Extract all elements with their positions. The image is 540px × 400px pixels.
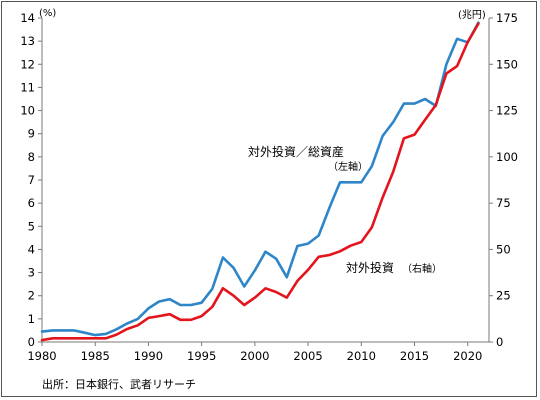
left-tick-label: 5 [28, 219, 35, 233]
left-tick-label: 14 [20, 11, 35, 25]
left-axis-unit: (%) [39, 8, 56, 19]
series-label-red: 対外投資 [346, 260, 394, 275]
x-tick-label: 2005 [293, 349, 322, 363]
left-tick-label: 9 [28, 127, 35, 141]
left-tick-label: 6 [28, 196, 35, 210]
right-tick-label: 100 [496, 150, 518, 164]
left-tick-label: 2 [28, 289, 35, 303]
right-tick-label: 150 [496, 57, 518, 71]
right-tick-label: 175 [496, 11, 518, 25]
tick-labels: 0123456789101112131402550751001251501751… [20, 11, 518, 363]
left-tick-label: 1 [28, 312, 35, 326]
left-tick-label: 10 [20, 104, 35, 118]
left-tick-label: 13 [20, 34, 35, 48]
right-tick-label: 25 [496, 289, 511, 303]
source-note: 出所：日本銀行、武者リサーチ [42, 377, 196, 391]
x-tick-label: 1995 [187, 349, 216, 363]
x-tick-label: 2010 [347, 349, 376, 363]
right-tick-label: 125 [496, 104, 518, 118]
left-tick-label: 4 [28, 242, 35, 256]
series-lines [40, 21, 480, 342]
left-tick-label: 8 [28, 150, 35, 164]
right-tick-label: 50 [496, 242, 511, 256]
series-line-overseas-investment [40, 22, 480, 342]
left-tick-label: 3 [28, 266, 35, 280]
x-tick-label: 1990 [134, 349, 163, 363]
right-axis-unit: (兆円) [458, 9, 486, 21]
left-tick-label: 12 [20, 57, 35, 71]
series-label-blue: 対外投資／総資産 [248, 144, 344, 159]
x-tick-label: 1980 [27, 349, 56, 363]
x-tick-label: 2015 [400, 349, 429, 363]
left-tick-label: 0 [28, 335, 35, 349]
series-label-blue-axis: （左軸） [328, 160, 368, 173]
series-label-red-axis: （右軸） [402, 262, 442, 275]
x-tick-label: 2000 [240, 349, 269, 363]
right-tick-label: 75 [496, 196, 511, 210]
x-tick-label: 2020 [453, 349, 482, 363]
left-tick-label: 7 [28, 173, 35, 187]
left-tick-label: 11 [20, 80, 35, 94]
right-tick-label: 0 [496, 335, 503, 349]
axes [38, 17, 493, 346]
series-line-overseas-ratio [40, 21, 480, 337]
x-tick-label: 1985 [81, 349, 110, 363]
annotations: (%) (兆円) 対外投資／総資産 （左軸） 対外投資 （右軸） 出所：日本銀行… [39, 8, 486, 391]
